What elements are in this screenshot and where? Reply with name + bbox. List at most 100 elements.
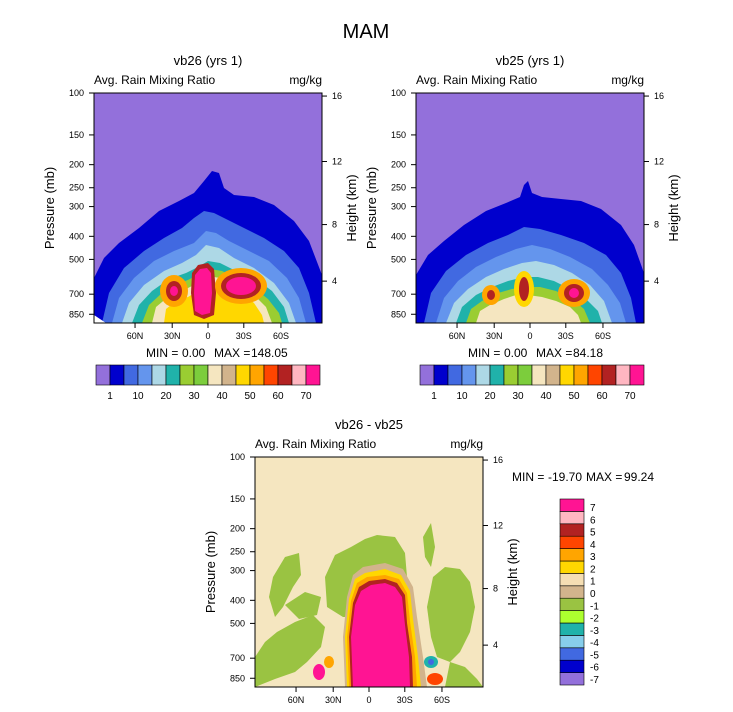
cell-blue-east xyxy=(428,659,434,665)
lat-tick-label: 30S xyxy=(236,331,252,341)
contour-band-7 xyxy=(476,295,581,323)
height-tick-label: 4 xyxy=(493,640,498,650)
pressure-tick-label: 200 xyxy=(391,160,406,170)
colorbar-swatch xyxy=(123,364,139,386)
colorbar-label: 6 xyxy=(590,515,596,526)
colorbar-swatch xyxy=(559,622,585,636)
height-tick-label: 12 xyxy=(654,157,664,167)
pressure-tick-label: 200 xyxy=(230,524,245,534)
lat-tick-label: 0 xyxy=(366,695,371,705)
min-value: -19.70 xyxy=(548,470,582,484)
colorbar-swatch xyxy=(559,647,585,661)
cell-pink-south xyxy=(569,288,579,298)
colorbar-swatch xyxy=(559,573,585,587)
panel-units: mg/kg xyxy=(289,73,322,87)
pressure-tick-label: 250 xyxy=(230,547,245,557)
colorbar-swatch xyxy=(559,610,585,624)
colorbar-label: 10 xyxy=(132,391,144,402)
lat-tick-label: 30N xyxy=(486,331,503,341)
colorbar-swatch xyxy=(559,585,585,599)
pressure-tick-label: 400 xyxy=(69,231,84,241)
green-patch-e2 xyxy=(445,662,483,687)
colorbar-swatch xyxy=(573,364,589,386)
colorbar-swatch xyxy=(559,597,585,611)
panel-vb26: vb26 (yrs 1) Avg. Rain Mixing Ratio mg/k… xyxy=(42,53,359,341)
height-tick-label: 16 xyxy=(332,91,342,101)
pressure-tick-label: 700 xyxy=(69,289,84,299)
colorbar-label: 30 xyxy=(188,391,200,402)
colorbar-swatch xyxy=(559,535,585,549)
colorbar-swatch xyxy=(207,364,223,386)
max-label: MAX = xyxy=(214,346,250,360)
colorbar-label: 60 xyxy=(596,391,608,402)
colorbar-swatch xyxy=(559,635,585,649)
pressure-tick-label: 500 xyxy=(230,618,245,628)
colorbar-swatch xyxy=(419,364,435,386)
panel-left-string: Avg. Rain Mixing Ratio xyxy=(416,73,537,87)
minmax-vb26: MIN = 0.00 MAX = 148.05 xyxy=(146,346,288,360)
max-label: MAX = xyxy=(586,470,622,484)
colorbar-swatch xyxy=(277,364,293,386)
green-patch-e xyxy=(427,567,475,662)
main-title: MAM xyxy=(343,21,390,43)
colorbar-swatch xyxy=(545,364,561,386)
cell-pink-equator xyxy=(194,268,212,315)
y-axis-label-right: Height (km) xyxy=(666,174,681,241)
height-tick-label: 4 xyxy=(654,276,659,286)
colorbar-label: 1 xyxy=(590,577,596,588)
colorbar-label: -1 xyxy=(590,601,599,612)
colorbar-label: 20 xyxy=(160,391,172,402)
colorbar-swatch xyxy=(193,364,209,386)
pressure-tick-label: 500 xyxy=(69,254,84,264)
lat-tick-label: 60S xyxy=(595,331,611,341)
colorbar-swatch xyxy=(291,364,307,386)
min-value: 0.00 xyxy=(182,346,206,360)
lat-tick-label: 60N xyxy=(288,695,305,705)
colorbar-label: 60 xyxy=(272,391,284,402)
pressure-tick-label: 850 xyxy=(230,673,245,683)
colorbar-label: 50 xyxy=(568,391,580,402)
colorbar-label: 40 xyxy=(540,391,552,402)
colorbar-label: 50 xyxy=(244,391,256,402)
height-tick-label: 12 xyxy=(493,521,503,531)
contour-field xyxy=(415,92,645,324)
contour-field xyxy=(93,92,323,324)
contour-field xyxy=(254,456,484,688)
minmax-vb25: MIN = 0.00 MAX = 84.18 xyxy=(468,346,603,360)
pressure-tick-label: 400 xyxy=(391,231,406,241)
green-patch-nw2 xyxy=(285,592,321,619)
pressure-tick-label: 700 xyxy=(230,653,245,663)
colorbar-swatch xyxy=(137,364,153,386)
height-tick-label: 16 xyxy=(493,455,503,465)
cell-pink-sw xyxy=(313,664,325,680)
colorbar-label: 4 xyxy=(590,540,596,551)
min-label: MIN = xyxy=(146,346,178,360)
pressure-tick-label: 150 xyxy=(391,130,406,140)
pressure-tick-label: 400 xyxy=(230,595,245,605)
height-tick-label: 8 xyxy=(493,584,498,594)
colorbar-label: 2 xyxy=(590,564,596,575)
colorbar-swatch xyxy=(517,364,533,386)
y-axis-label: Pressure (mb) xyxy=(364,167,379,249)
colorbar-swatch xyxy=(165,364,181,386)
colorbar-swatch xyxy=(461,364,477,386)
max-label: MAX = xyxy=(536,346,572,360)
colorbar-label: -2 xyxy=(590,614,599,625)
colorbar-label: -6 xyxy=(590,663,599,674)
colorbar-swatch xyxy=(503,364,519,386)
min-label: MIN = xyxy=(468,346,500,360)
colorbar-label: 3 xyxy=(590,552,596,563)
pressure-tick-label: 150 xyxy=(69,130,84,140)
colorbar-swatch xyxy=(559,672,585,686)
colorbar-label: -7 xyxy=(590,675,599,686)
colorbar-swatch xyxy=(305,364,321,386)
colorbar-label: 70 xyxy=(624,391,636,402)
colorbar-label: 30 xyxy=(512,391,524,402)
pressure-tick-label: 300 xyxy=(391,202,406,212)
panel-difference: vb26 - vb25 Avg. Rain Mixing Ratio mg/kg… xyxy=(203,417,520,705)
lat-tick-label: 30N xyxy=(325,695,342,705)
pressure-tick-label: 500 xyxy=(391,254,406,264)
max-value: 148.05 xyxy=(251,346,288,360)
cell-red-se xyxy=(427,673,443,685)
cell-pink-south xyxy=(226,277,256,295)
